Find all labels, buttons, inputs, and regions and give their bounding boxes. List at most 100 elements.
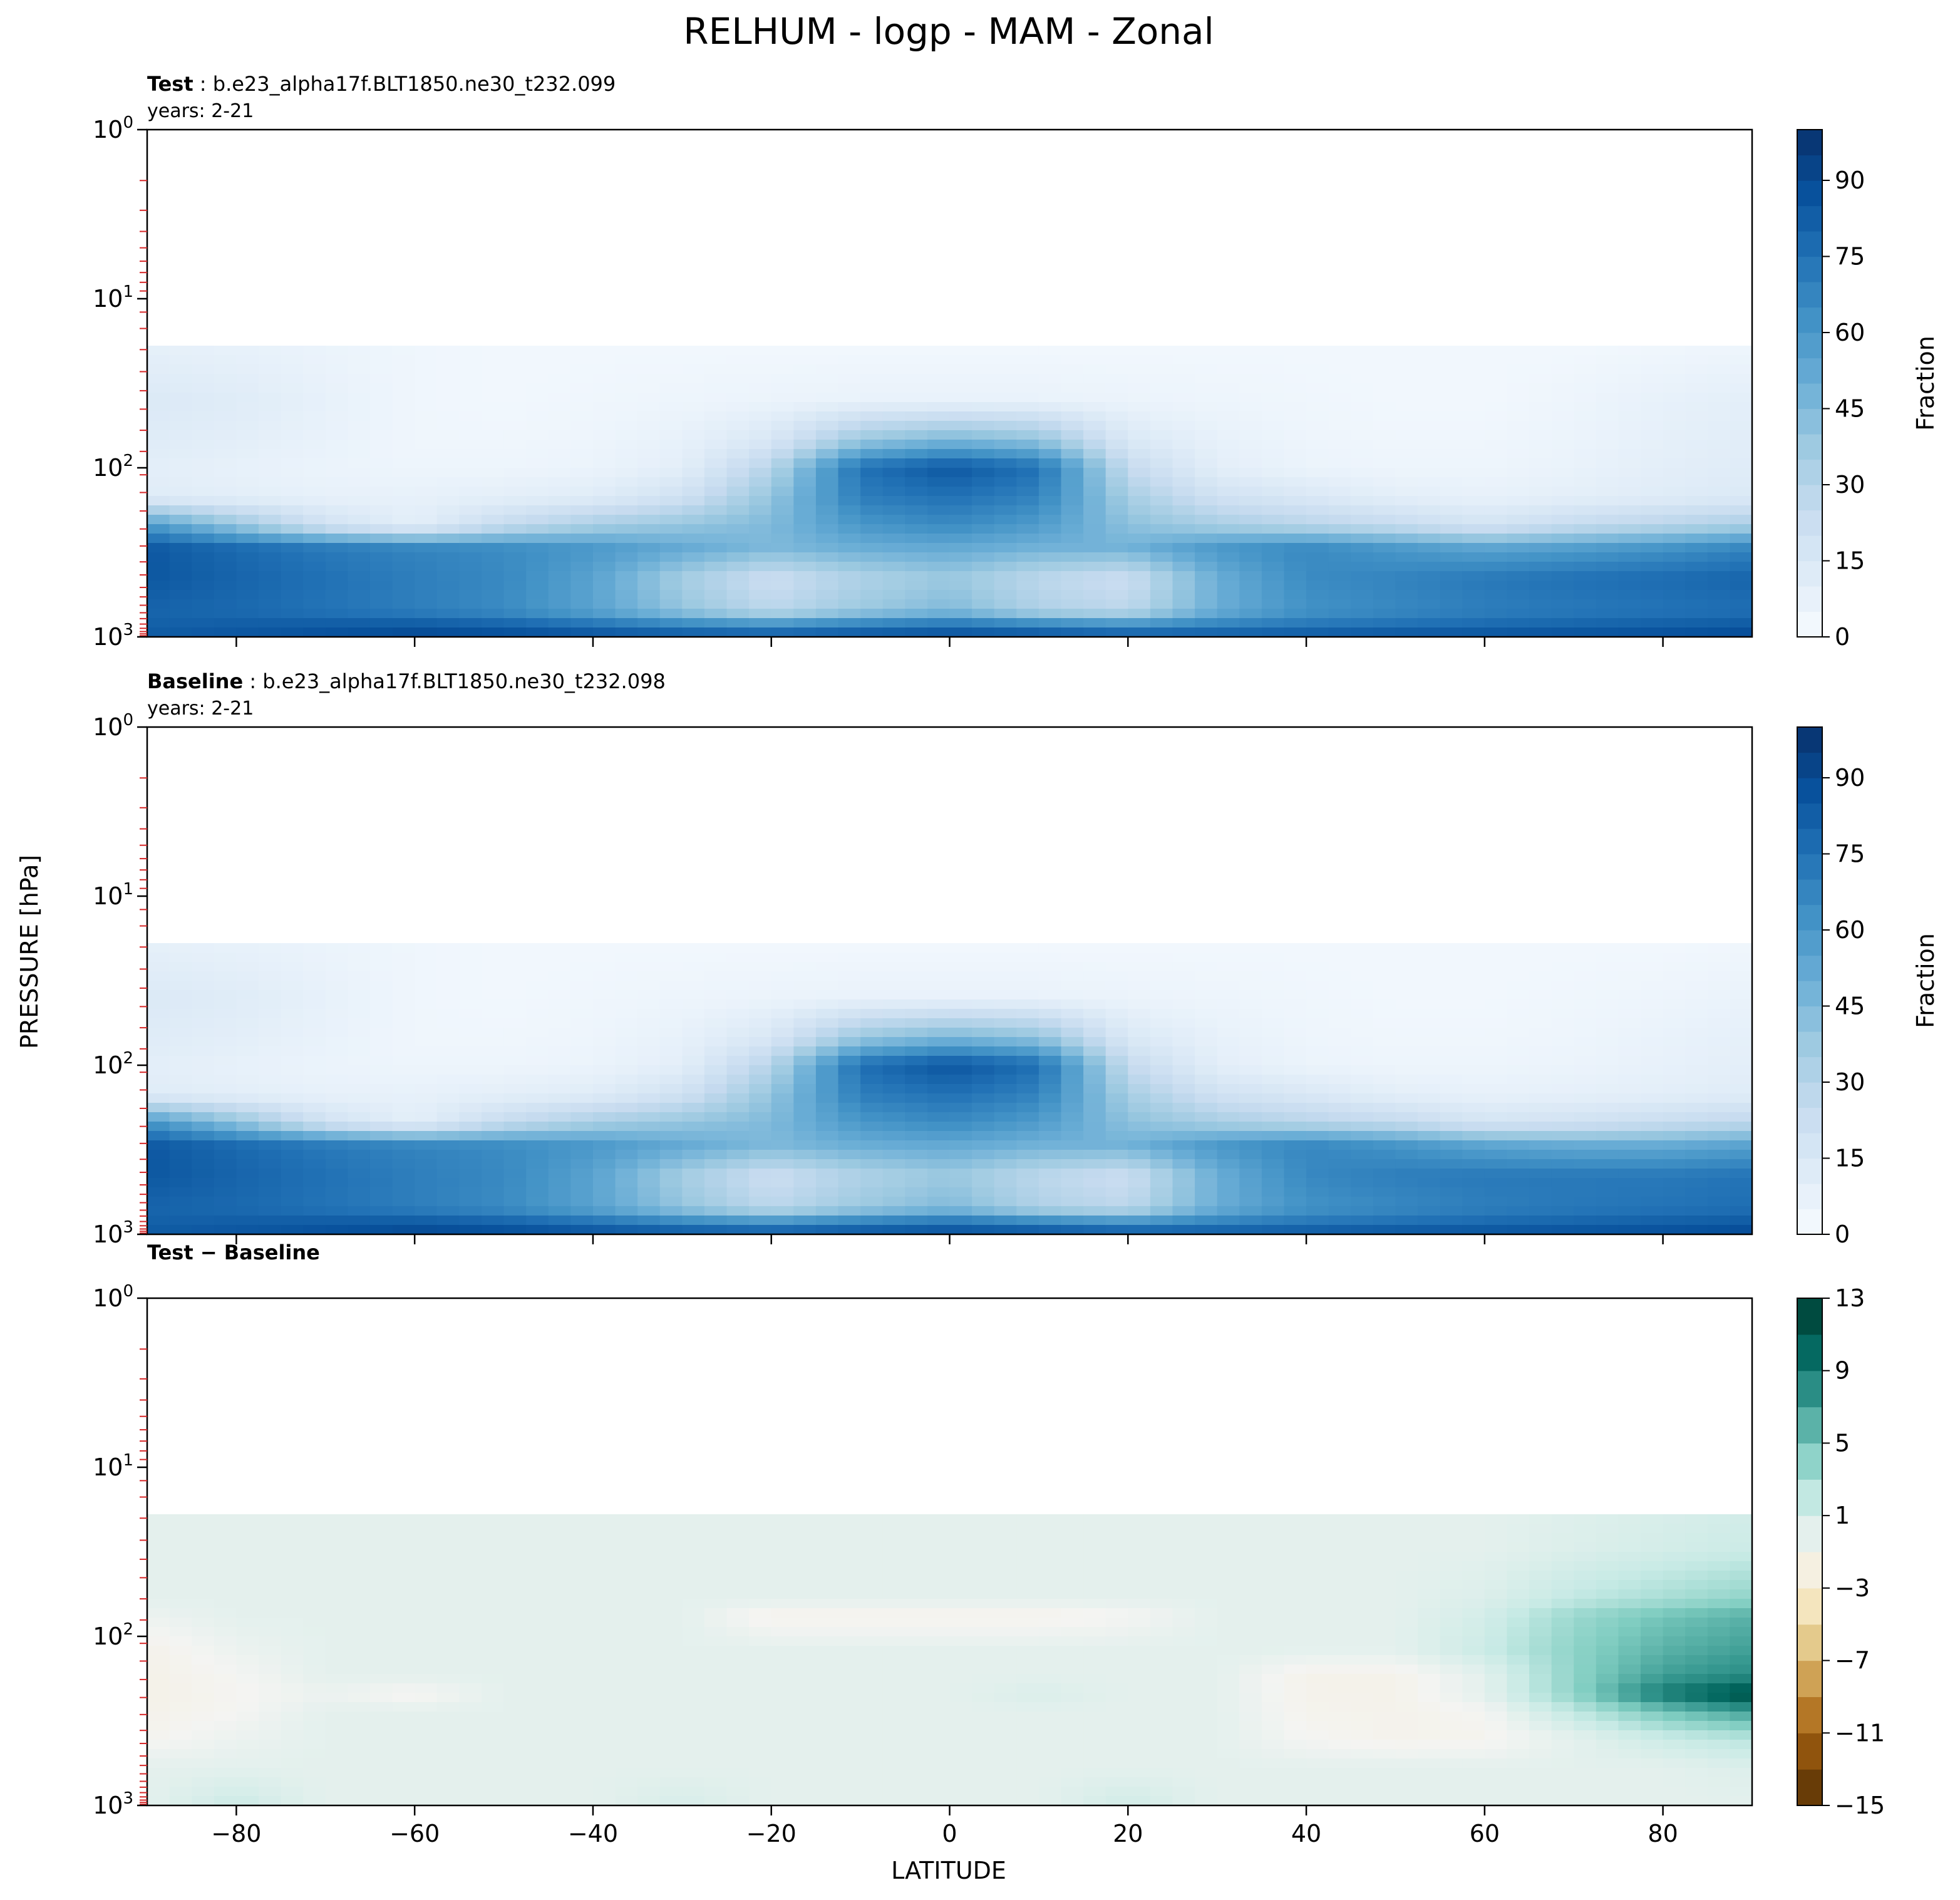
contour-cell bbox=[192, 1730, 215, 1740]
contour-cell bbox=[147, 1702, 170, 1712]
contour-cell bbox=[749, 355, 772, 365]
contour-cell bbox=[1150, 1150, 1173, 1160]
contour-cell bbox=[281, 552, 304, 562]
contour-cell bbox=[994, 1206, 1017, 1216]
contour-cell bbox=[1083, 1159, 1106, 1169]
contour-cell bbox=[392, 374, 415, 384]
contour-cell bbox=[659, 618, 683, 628]
contour-cell bbox=[1574, 543, 1597, 553]
contour-cell bbox=[147, 1796, 170, 1806]
contour-cell bbox=[281, 1589, 304, 1599]
contour-cell bbox=[1150, 581, 1173, 591]
contour-cell bbox=[949, 1131, 972, 1141]
contour-cell bbox=[1195, 346, 1218, 356]
contour-cell bbox=[1507, 364, 1530, 374]
contour-cell bbox=[1016, 402, 1039, 412]
contour-cell bbox=[927, 1075, 951, 1085]
contour-cell bbox=[1574, 430, 1597, 440]
contour-cell bbox=[1038, 477, 1062, 487]
contour-cell bbox=[949, 1075, 972, 1085]
contour-cell bbox=[1284, 468, 1307, 478]
contour-cell bbox=[436, 1112, 460, 1122]
contour-cell bbox=[503, 355, 527, 365]
contour-cell bbox=[1685, 1084, 1708, 1094]
contour-cell bbox=[258, 953, 282, 963]
contour-cell bbox=[436, 487, 460, 497]
contour-cell bbox=[1217, 1159, 1240, 1169]
contour-cell bbox=[1016, 468, 1039, 478]
contour-cell bbox=[236, 1571, 259, 1581]
contour-cell bbox=[1306, 374, 1329, 384]
contour-cell bbox=[147, 999, 170, 1009]
contour-cell bbox=[592, 393, 616, 403]
contour-cell bbox=[1038, 1225, 1062, 1235]
contour-cell bbox=[369, 1028, 393, 1038]
contour-cell bbox=[1016, 1028, 1039, 1038]
contour-cell bbox=[860, 1009, 884, 1019]
contour-cell bbox=[392, 458, 415, 468]
contour-cell bbox=[236, 953, 259, 963]
contour-cell bbox=[1351, 1206, 1374, 1216]
contour-cell bbox=[1261, 590, 1285, 600]
contour-cell bbox=[1328, 1206, 1351, 1216]
contour-cell bbox=[704, 1187, 728, 1197]
contour-cell bbox=[726, 1150, 750, 1160]
contour-cell bbox=[526, 599, 549, 609]
contour-cell bbox=[749, 1075, 772, 1085]
contour-cell bbox=[1083, 962, 1106, 972]
contour-cell bbox=[459, 590, 482, 600]
contour-cell bbox=[526, 449, 549, 459]
contour-cell bbox=[1462, 1150, 1485, 1160]
contour-cell bbox=[637, 1075, 661, 1085]
contour-cell bbox=[192, 1636, 215, 1646]
contour-cell bbox=[682, 571, 705, 581]
contour-cell bbox=[236, 1646, 259, 1656]
contour-cell bbox=[281, 990, 304, 1000]
contour-cell bbox=[949, 609, 972, 619]
contour-cell bbox=[1395, 1140, 1418, 1150]
contour-cell bbox=[325, 1112, 348, 1122]
contour-cell bbox=[1083, 1122, 1106, 1132]
contour-cell bbox=[303, 393, 326, 403]
contour-cell bbox=[1061, 346, 1084, 356]
contour-cell bbox=[1195, 999, 1218, 1009]
contour-cell bbox=[526, 999, 549, 1009]
contour-cell bbox=[1618, 1140, 1641, 1150]
contour-cell bbox=[682, 1159, 705, 1169]
contour-cell bbox=[1150, 1103, 1173, 1113]
contour-cell bbox=[1440, 562, 1463, 572]
contour-cell bbox=[1261, 627, 1285, 638]
contour-cell bbox=[1351, 364, 1374, 374]
contour-cell bbox=[459, 599, 482, 609]
contour-cell bbox=[325, 1561, 348, 1571]
contour-cell bbox=[325, 1683, 348, 1693]
contour-cell bbox=[1128, 440, 1151, 450]
contour-cell bbox=[1484, 562, 1508, 572]
contour-cell bbox=[1351, 346, 1374, 356]
contour-cell bbox=[1418, 1206, 1441, 1216]
contour-cell bbox=[236, 355, 259, 365]
contour-cell bbox=[615, 468, 638, 478]
contour-cell bbox=[659, 571, 683, 581]
contour-cell bbox=[481, 364, 505, 374]
contour-cell bbox=[1462, 552, 1485, 562]
contour-cell bbox=[1685, 953, 1708, 963]
contour-cell bbox=[1440, 1065, 1463, 1075]
contour-cell bbox=[637, 383, 661, 393]
contour-cell bbox=[1083, 1150, 1106, 1160]
contour-cell bbox=[1462, 609, 1485, 619]
contour-cell bbox=[1529, 581, 1552, 591]
colorbar-band bbox=[1797, 180, 1822, 207]
contour-cell bbox=[1440, 943, 1463, 953]
contour-cell bbox=[281, 1787, 304, 1797]
contour-cell bbox=[1551, 524, 1574, 534]
panel-label-bold: Baseline bbox=[147, 669, 243, 693]
contour-cell bbox=[771, 999, 794, 1009]
contour-cell bbox=[882, 1206, 905, 1216]
contour-cell bbox=[927, 552, 951, 562]
contour-cell bbox=[1641, 524, 1664, 534]
contour-cell bbox=[1596, 1093, 1619, 1103]
contour-cell bbox=[972, 1046, 995, 1056]
contour-cell bbox=[1373, 1216, 1396, 1226]
contour-cell bbox=[281, 374, 304, 384]
